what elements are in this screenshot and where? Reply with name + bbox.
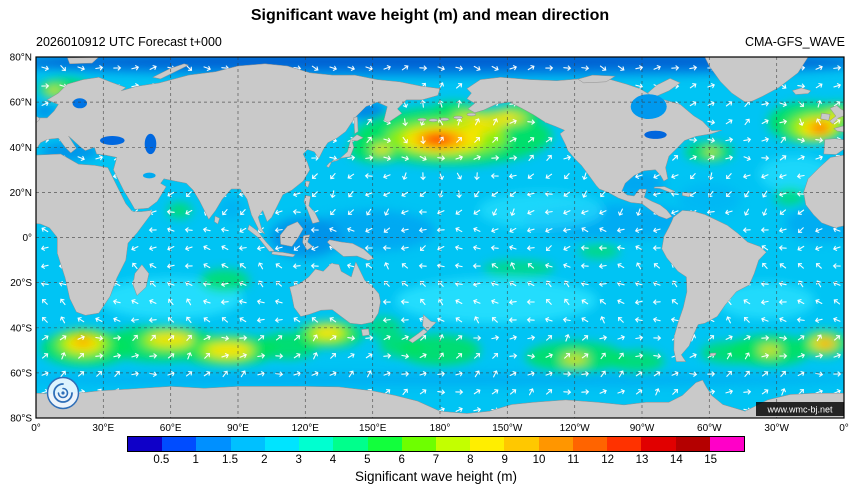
colorbar-label: Significant wave height (m) [354,469,518,484]
colorbar-tick-label: 11 [567,454,580,466]
svg-text:80°S: 80°S [10,414,32,425]
svg-text:60°S: 60°S [10,368,32,379]
svg-text:120°W: 120°W [560,423,591,434]
colorbar-tick-label: 12 [601,454,615,466]
svg-text:www.wmc-bj.net: www.wmc-bj.net [766,405,833,415]
colorbar-segments [127,436,745,452]
colorbar-segment [401,437,436,451]
colorbar-tick-label: 2 [261,454,268,466]
svg-text:150°E: 150°E [359,423,387,434]
svg-text:60°W: 60°W [697,423,722,434]
colorbar-tick-label: 13 [635,454,649,466]
colorbar-segment [333,437,368,451]
forecast-init-label: 2026010912 UTC Forecast t+000 [36,35,222,49]
watermark: www.wmc-bj.net [756,402,844,416]
colorbar-segment [128,437,163,451]
colorbar-tick-label: 0.5 [153,454,170,466]
colorbar-segment [299,437,334,451]
colorbar-segment [196,437,231,451]
graticule [36,57,844,418]
svg-text:40°S: 40°S [10,323,32,334]
svg-text:120°E: 120°E [292,423,320,434]
colorbar-tick-label: 15 [704,454,718,466]
svg-text:40°N: 40°N [10,143,32,154]
svg-text:30°W: 30°W [764,423,789,434]
chart-title: Significant wave height (m) and mean dir… [250,7,610,24]
colorbar-segment [675,437,710,451]
wmc-logo [46,376,80,410]
colorbar-tick-label: 10 [532,454,546,466]
colorbar-tick-label: 4 [329,454,337,466]
colorbar-segment [367,437,402,451]
colorbar: 0.5 1 1.5 2 3 4 5 6 7 8 9 10 11 12 13 14 15 Significant … [127,436,745,484]
svg-text:0°: 0° [22,233,32,244]
colorbar-segment [162,437,197,451]
colorbar-segment [230,437,265,451]
world-wave-map: 80°N60°N40°N20°N0°20°S40°S60°S80°S0° 30°E… [10,53,849,435]
colorbar-segment [572,437,608,451]
colorbar-tick-label: 6 [398,454,405,466]
svg-text:20°N: 20°N [10,188,32,199]
svg-text:80°N: 80°N [10,53,32,64]
colorbar-segment [470,437,505,451]
colorbar-tick-label: 7 [432,454,440,466]
colorbar-tick-labels: 0.5 1 1.5 2 3 4 5 6 7 8 9 10 11 12 13 14 15 [127,452,745,468]
lon-axis-labels: 0° 30°E 60°E 90°E 120°E 150°E 180° 150°W 120°W 90… [31,423,849,434]
colorbar-tick-label: 5 [364,454,371,466]
map-frame [35,56,845,419]
colorbar-tick-label: 14 [669,454,683,466]
svg-text:90°W: 90°W [630,423,655,434]
lat-axis-labels: 80°N 60°N 40°N 20°N 0° 20°S 40°S 60°S 80°S [10,53,33,425]
inland-seas-lakes [72,94,667,179]
svg-text:30°E: 30°E [92,423,114,434]
colorbar-segment [607,437,642,451]
svg-text:180°: 180° [430,423,451,434]
colorbar-segment [641,437,676,451]
model-name-label: CMA-GFS_WAVE [744,35,845,49]
colorbar-segment [435,437,471,451]
colorbar-segment [538,437,573,451]
svg-text:0°: 0° [839,423,849,434]
colorbar-segment [709,437,744,451]
svg-text:150°W: 150°W [492,423,523,434]
colorbar-tick-label: 9 [501,454,508,466]
colorbar-tick-label: 1.5 [222,454,238,466]
svg-text:0°: 0° [31,423,41,434]
svg-text:90°E: 90°E [227,423,249,434]
colorbar-segment [504,437,539,451]
svg-text:60°E: 60°E [160,423,182,434]
colorbar-tick-label: 3 [295,454,302,466]
colorbar-segment [264,437,300,451]
colorbar-tick-label: 1 [192,454,199,466]
colorbar-tick-label: 8 [467,454,474,466]
svg-text:60°N: 60°N [10,98,32,109]
svg-text:20°S: 20°S [10,278,32,289]
